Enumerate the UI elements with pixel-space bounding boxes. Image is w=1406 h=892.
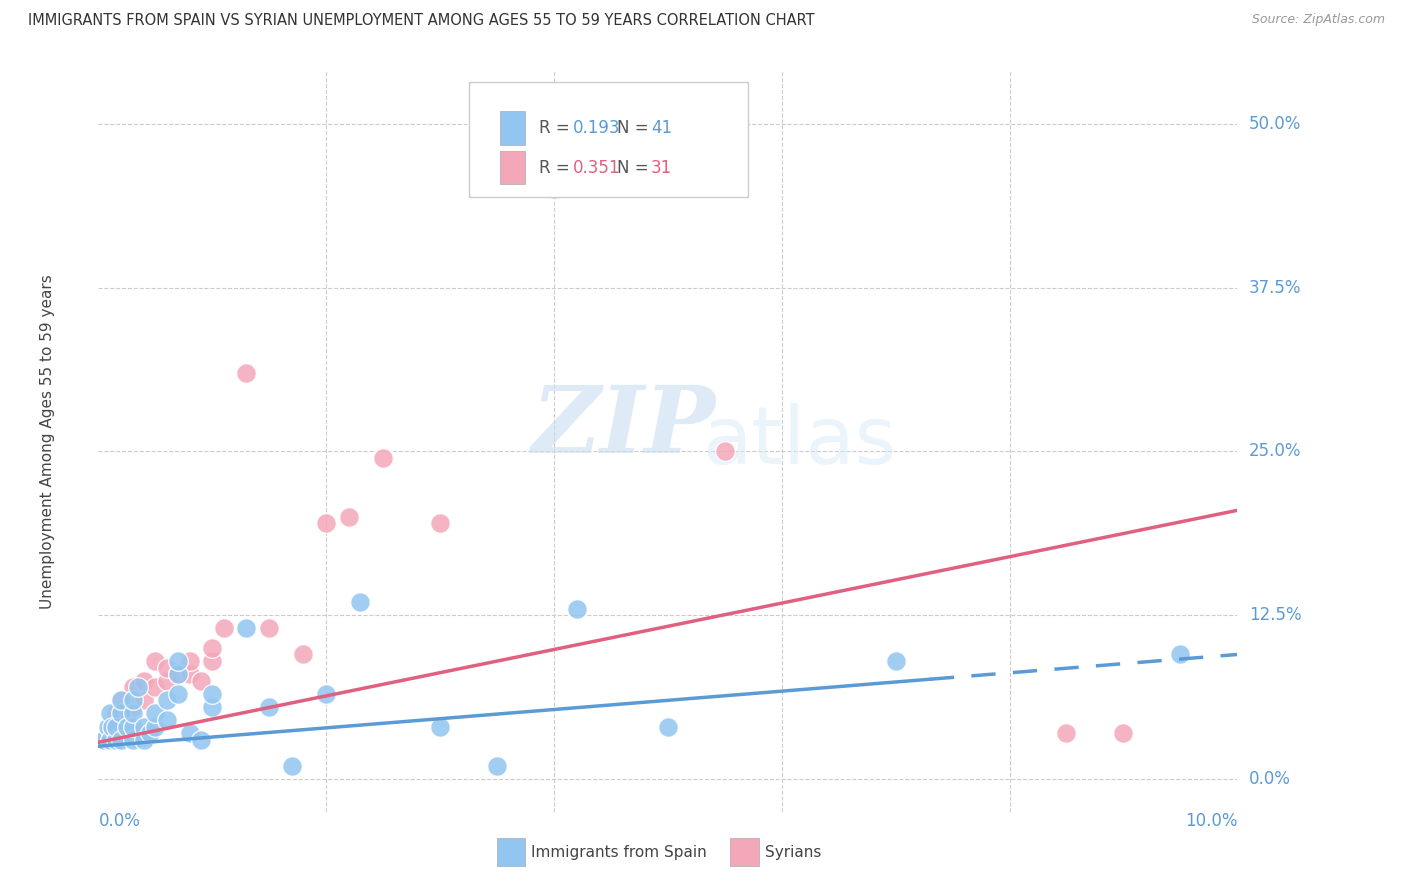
Point: [292, 648, 315, 662]
Point: [138, 726, 160, 740]
Text: Syrians: Syrians: [765, 845, 821, 860]
Point: [565, 601, 588, 615]
Text: 12.5%: 12.5%: [1249, 607, 1302, 624]
Point: [259, 621, 281, 635]
Point: [132, 693, 155, 707]
Point: [104, 706, 127, 721]
Point: [101, 720, 124, 734]
Point: [167, 667, 190, 681]
Point: [190, 732, 212, 747]
Text: R =: R =: [538, 119, 575, 136]
Text: ZIP: ZIP: [531, 382, 716, 472]
Point: [145, 720, 167, 734]
Point: [98, 732, 121, 747]
Point: [201, 640, 224, 655]
Point: [179, 654, 201, 668]
FancyBboxPatch shape: [501, 151, 526, 185]
Point: [121, 699, 143, 714]
Point: [486, 759, 509, 773]
Point: [212, 621, 235, 635]
Point: [132, 720, 155, 734]
FancyBboxPatch shape: [501, 112, 526, 145]
Point: [156, 673, 179, 688]
FancyBboxPatch shape: [468, 82, 748, 197]
Point: [156, 660, 179, 674]
Text: 0.193: 0.193: [574, 119, 621, 136]
Point: [110, 693, 132, 707]
Point: [167, 654, 190, 668]
FancyBboxPatch shape: [731, 838, 759, 866]
Text: N =: N =: [617, 119, 654, 136]
Point: [201, 687, 224, 701]
Text: 50.0%: 50.0%: [1249, 115, 1301, 133]
Point: [115, 720, 138, 734]
Point: [145, 680, 167, 694]
Point: [104, 720, 127, 734]
Point: [145, 654, 167, 668]
Point: [145, 706, 167, 721]
Text: 25.0%: 25.0%: [1249, 442, 1301, 460]
Text: R =: R =: [538, 159, 575, 177]
Point: [315, 516, 337, 531]
Text: Unemployment Among Ages 55 to 59 years: Unemployment Among Ages 55 to 59 years: [39, 274, 55, 609]
Point: [235, 621, 257, 635]
Point: [1056, 726, 1078, 740]
Point: [110, 706, 132, 721]
Point: [132, 732, 155, 747]
Point: [127, 680, 149, 694]
Point: [121, 680, 143, 694]
Point: [429, 516, 451, 531]
Text: 10.0%: 10.0%: [1185, 812, 1237, 830]
Point: [110, 706, 132, 721]
Point: [201, 699, 224, 714]
Point: [235, 366, 257, 380]
Point: [93, 732, 115, 747]
Point: [121, 706, 143, 721]
Point: [1170, 648, 1192, 662]
Point: [156, 713, 179, 727]
Point: [337, 509, 360, 524]
Point: [110, 732, 132, 747]
Point: [121, 732, 143, 747]
Text: 41: 41: [651, 119, 672, 136]
Point: [714, 444, 737, 458]
Point: [315, 687, 337, 701]
Text: 0.351: 0.351: [574, 159, 621, 177]
Point: [190, 673, 212, 688]
Point: [429, 720, 451, 734]
Point: [179, 667, 201, 681]
Point: [104, 732, 127, 747]
Text: atlas: atlas: [702, 402, 897, 481]
Point: [93, 732, 115, 747]
Point: [98, 706, 121, 721]
Text: Source: ZipAtlas.com: Source: ZipAtlas.com: [1251, 13, 1385, 27]
Text: N =: N =: [617, 159, 654, 177]
Text: IMMIGRANTS FROM SPAIN VS SYRIAN UNEMPLOYMENT AMONG AGES 55 TO 59 YEARS CORRELATI: IMMIGRANTS FROM SPAIN VS SYRIAN UNEMPLOY…: [28, 13, 814, 29]
Point: [373, 450, 395, 465]
Point: [156, 693, 179, 707]
Point: [201, 654, 224, 668]
Point: [98, 720, 121, 734]
Point: [167, 687, 190, 701]
Point: [281, 759, 304, 773]
Text: 31: 31: [651, 159, 672, 177]
Point: [1112, 726, 1135, 740]
FancyBboxPatch shape: [498, 838, 526, 866]
Point: [167, 667, 190, 681]
Point: [96, 720, 118, 734]
Point: [884, 654, 907, 668]
Point: [657, 720, 679, 734]
Point: [259, 699, 281, 714]
Text: Immigrants from Spain: Immigrants from Spain: [531, 845, 707, 860]
Point: [179, 726, 201, 740]
Text: 37.5%: 37.5%: [1249, 278, 1301, 296]
Text: 0.0%: 0.0%: [98, 812, 141, 830]
Text: 0.0%: 0.0%: [1249, 770, 1291, 788]
Point: [543, 182, 565, 196]
Point: [121, 693, 143, 707]
Point: [110, 693, 132, 707]
Point: [132, 673, 155, 688]
Point: [349, 595, 371, 609]
Point: [121, 720, 143, 734]
